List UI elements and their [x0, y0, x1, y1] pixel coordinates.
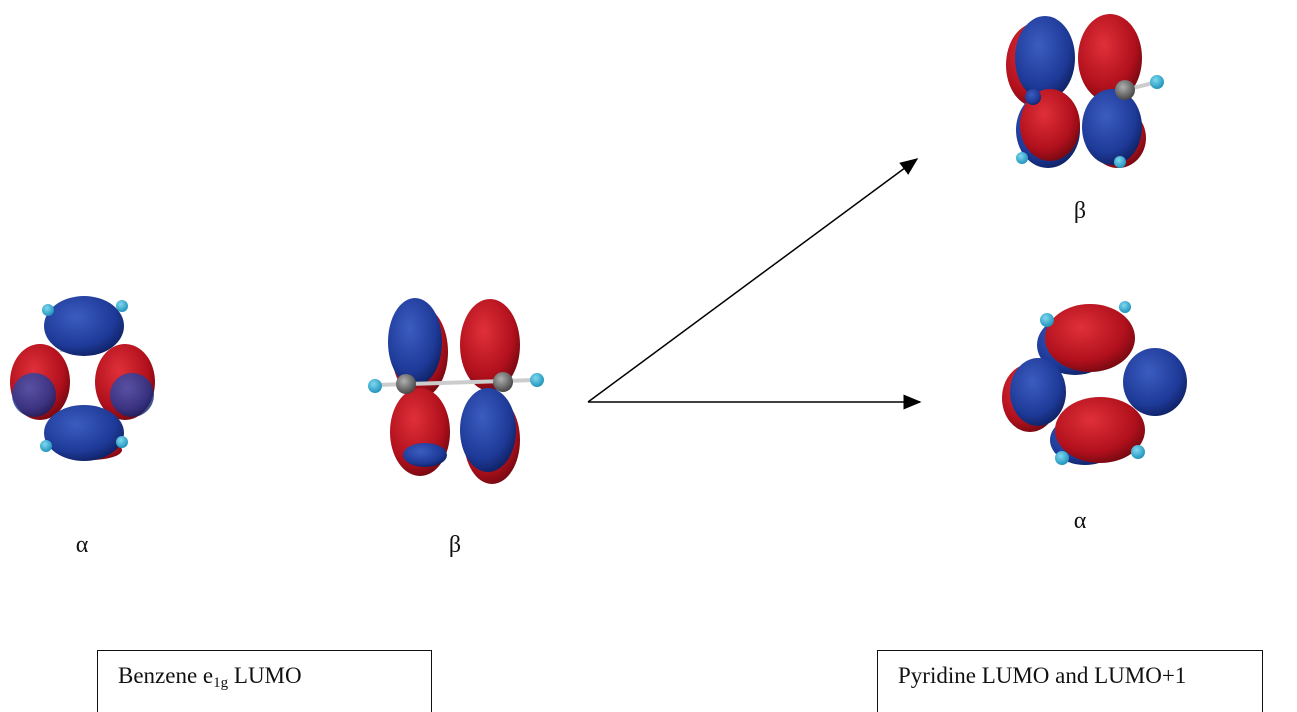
orbital-label: α [1074, 508, 1087, 535]
arrow [588, 159, 917, 402]
pyridine-alpha-orbital [1002, 301, 1187, 465]
orbital-label: β [1074, 198, 1086, 225]
caption-text: Pyridine LUMO and LUMO+1 [898, 663, 1186, 688]
benzene-beta-orbital [368, 298, 544, 484]
orbital-label: α [76, 532, 89, 559]
caption-text: Benzene e [118, 663, 213, 688]
benzene-alpha-orbital [10, 296, 155, 461]
caption-box: Pyridine LUMO and LUMO+1 [877, 650, 1263, 712]
caption-box: Benzene e1g LUMO [97, 650, 432, 712]
caption-subscript: 1g [213, 675, 228, 691]
pyridine-beta-orbital [1006, 14, 1164, 168]
figure: α β β α Benzene e1g LUMO Pyridine LUMO a… [0, 0, 1297, 712]
orbital-drawing [0, 0, 1297, 712]
caption-text: LUMO [228, 663, 301, 688]
orbital-label: β [449, 532, 461, 559]
